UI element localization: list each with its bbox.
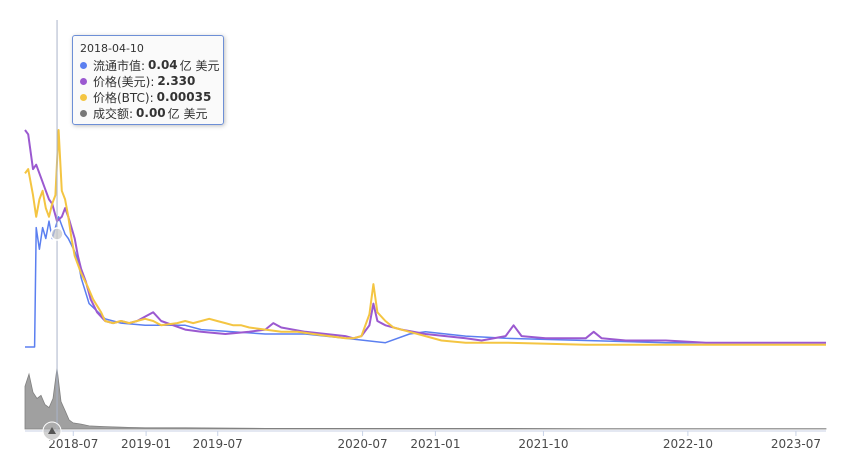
axis-pointer-icon [48,427,56,434]
series-dot-volume [80,109,87,117]
tooltip-value: 0.00035 [156,90,212,104]
tooltip-label: 价格(美元): [93,74,155,89]
tooltip-value: 0.04 [148,58,178,72]
x-tick-label: 2022-10 [663,437,713,451]
tooltip-value: 0.00 [136,106,166,120]
series-dot-price-usd [80,77,87,85]
tooltip-label: 价格(BTC): [93,90,154,105]
tooltip-value: 2.330 [157,74,196,88]
series-dot-market-cap [80,61,87,69]
x-tick-label: 2019-01 [121,437,171,451]
series-dot-price-btc [80,93,87,101]
x-tick-label: 2020-07 [338,437,388,451]
x-tick-label: 2018-07 [48,437,98,451]
x-tick-label: 2019-07 [193,437,243,451]
x-axis: 2018-07 2019-01 2019-07 2020-07 2021-01 2021-… [25,430,826,451]
tooltip-date: 2018-04-10 [80,42,144,55]
tooltip-row-price-usd: 价格(美元): 2.330 [80,73,216,89]
x-tick-label: 2023-07 [771,437,821,451]
x-tick-label: 2021-01 [410,437,460,451]
hover-crosshair [42,20,64,441]
series-line-0 [25,216,826,348]
tooltip-unit: 亿 美元 [179,58,220,73]
hover-point [50,227,64,241]
x-tick-label: 2021-10 [518,437,568,451]
main-plot-area [24,129,826,348]
tooltip-row-price-btc: 价格(BTC): 0.00035 [80,89,216,105]
tooltip-row-volume: 成交额: 0.00 亿 美元 [80,105,216,121]
tooltip-label: 流通市值: [93,58,146,73]
tooltip-unit: 亿 美元 [167,106,208,121]
tooltip: 2018-04-10 流通市值: 0.04 亿 美元 价格(美元): 2.330… [72,35,224,125]
tooltip-label: 成交额: [93,106,134,121]
volume-plot-area [24,367,827,430]
series-line-2 [24,129,826,346]
volume-area [24,367,827,430]
tooltip-row-market-cap: 流通市值: 0.04 亿 美元 [80,57,219,73]
series-line-1 [24,129,826,344]
